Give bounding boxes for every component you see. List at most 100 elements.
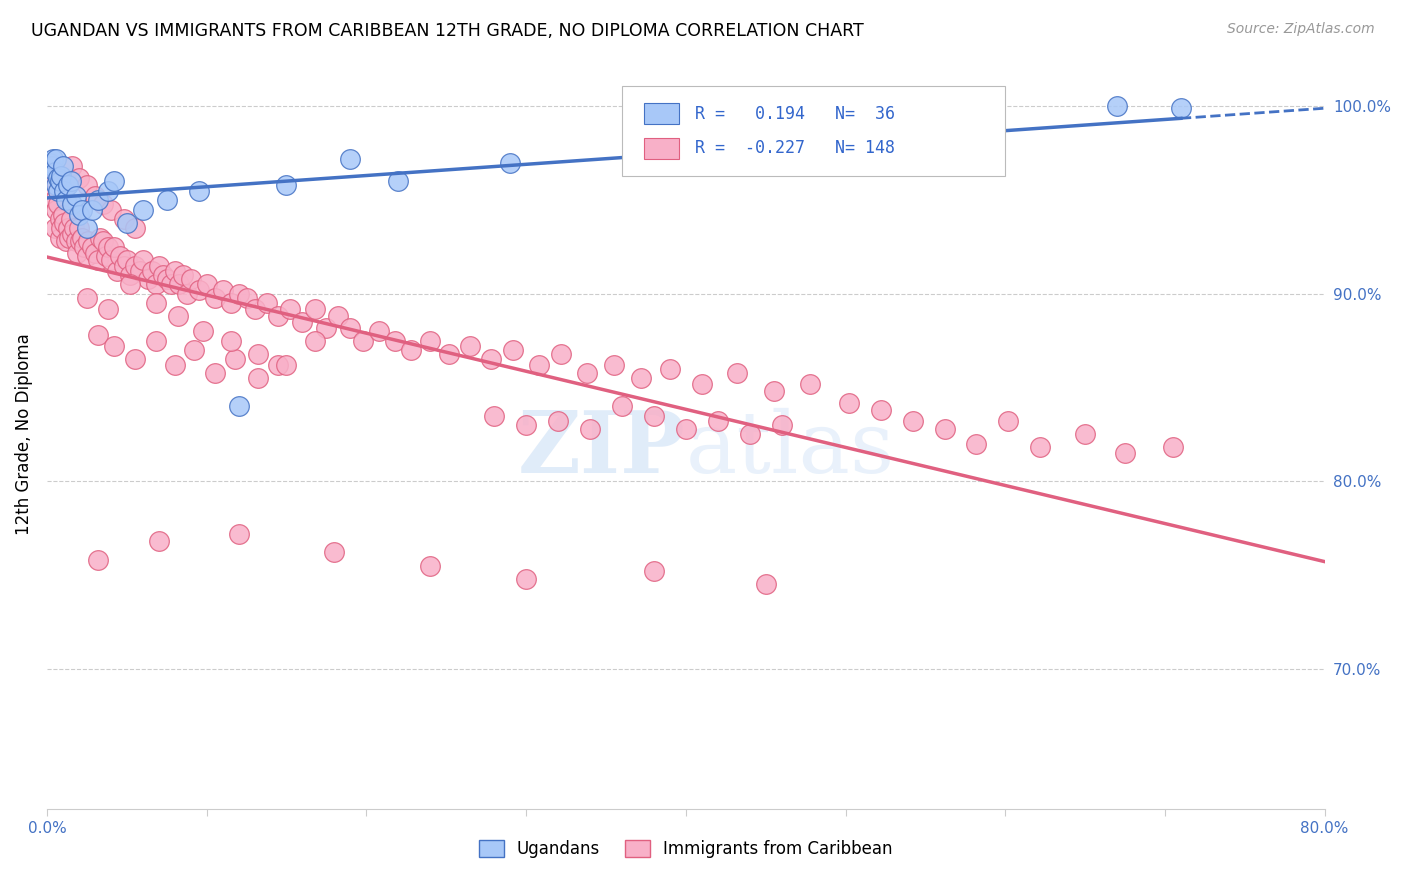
Point xyxy=(219,334,242,348)
Point xyxy=(46,170,69,185)
Point xyxy=(267,358,290,372)
Point xyxy=(527,358,550,372)
Point xyxy=(211,283,233,297)
Point xyxy=(70,230,93,244)
Point xyxy=(204,291,226,305)
Point xyxy=(152,268,174,282)
Point xyxy=(499,155,522,169)
Point xyxy=(45,152,67,166)
Point xyxy=(48,174,70,188)
Point xyxy=(72,240,94,254)
Point xyxy=(630,371,652,385)
Point xyxy=(304,334,326,348)
Point xyxy=(658,361,681,376)
Point xyxy=(869,403,891,417)
Text: R =  -0.227   N= 148: R = -0.227 N= 148 xyxy=(695,139,894,157)
Point xyxy=(1170,101,1192,115)
Point xyxy=(160,277,183,292)
Point xyxy=(276,358,298,372)
Text: Source: ZipAtlas.com: Source: ZipAtlas.com xyxy=(1227,22,1375,37)
Point xyxy=(83,189,105,203)
Point xyxy=(163,358,186,372)
Point xyxy=(204,366,226,380)
Point xyxy=(124,221,146,235)
Point xyxy=(62,197,84,211)
Point xyxy=(103,339,125,353)
Point xyxy=(83,245,105,260)
Point xyxy=(575,366,598,380)
Point xyxy=(458,339,481,353)
Point xyxy=(643,564,665,578)
Point xyxy=(103,240,125,254)
Point xyxy=(762,384,785,399)
FancyBboxPatch shape xyxy=(621,86,1005,176)
Point xyxy=(55,235,77,249)
Point xyxy=(156,272,179,286)
Point xyxy=(62,160,84,174)
Point xyxy=(163,264,186,278)
Text: atlas: atlas xyxy=(686,408,894,491)
Point xyxy=(141,264,163,278)
Point xyxy=(387,174,409,188)
Point xyxy=(118,268,141,282)
Point xyxy=(39,155,62,169)
Point xyxy=(1161,441,1184,455)
Point xyxy=(187,283,209,297)
Point xyxy=(70,202,93,217)
Point xyxy=(228,399,250,413)
Text: ZIP: ZIP xyxy=(517,408,686,491)
Point xyxy=(65,189,87,203)
Point xyxy=(246,347,269,361)
Point xyxy=(145,334,167,348)
Point xyxy=(52,208,75,222)
Point xyxy=(439,347,461,361)
Point xyxy=(56,221,79,235)
Point xyxy=(550,347,572,361)
Point xyxy=(110,249,132,263)
Point xyxy=(65,235,87,249)
Point xyxy=(169,277,191,292)
Point xyxy=(384,334,406,348)
Point xyxy=(934,422,956,436)
Point xyxy=(100,202,122,217)
Point xyxy=(45,178,67,193)
Point xyxy=(482,409,505,423)
Point xyxy=(1029,441,1052,455)
Point xyxy=(966,436,988,450)
Point xyxy=(267,310,290,324)
Point xyxy=(51,221,73,235)
Point xyxy=(276,178,298,193)
Point xyxy=(53,216,76,230)
Point xyxy=(62,227,84,241)
Point xyxy=(339,320,361,334)
Point xyxy=(76,178,98,193)
Point xyxy=(97,301,120,316)
Point xyxy=(87,328,110,343)
Point xyxy=(48,211,70,226)
Point xyxy=(100,253,122,268)
Point xyxy=(39,165,62,179)
Point xyxy=(45,202,67,217)
Point xyxy=(66,245,89,260)
Point xyxy=(180,272,202,286)
Point xyxy=(44,165,66,179)
Point xyxy=(610,399,633,413)
Point xyxy=(172,268,194,282)
Point xyxy=(706,414,728,428)
Point xyxy=(770,417,793,432)
Point xyxy=(145,277,167,292)
Point xyxy=(44,193,66,207)
Legend: Ugandans, Immigrants from Caribbean: Ugandans, Immigrants from Caribbean xyxy=(472,833,900,864)
Point xyxy=(124,352,146,367)
Point xyxy=(167,310,190,324)
Point xyxy=(278,301,301,316)
Point xyxy=(256,296,278,310)
Point xyxy=(97,184,120,198)
Point xyxy=(67,221,90,235)
Point xyxy=(91,197,114,211)
Point xyxy=(44,221,66,235)
Point xyxy=(1114,446,1136,460)
Point xyxy=(87,553,110,567)
Point xyxy=(89,230,111,244)
Point xyxy=(148,534,170,549)
